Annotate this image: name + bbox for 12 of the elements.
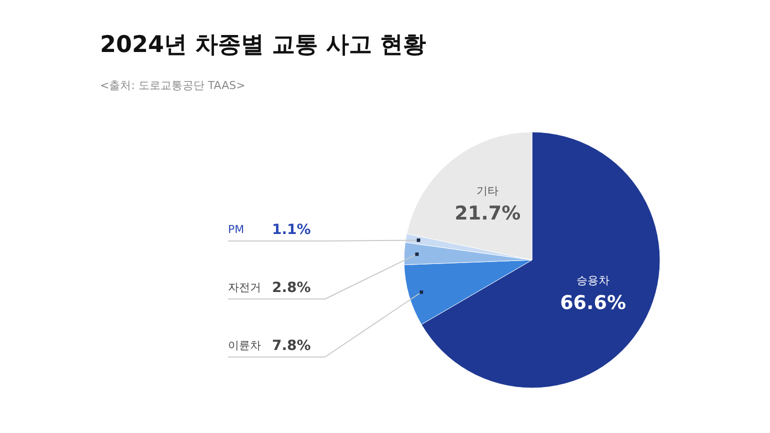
chart-subtitle: <출처: 도로교통공단 TAAS> (100, 79, 246, 92)
slice-label: 기타 (476, 184, 499, 198)
slice-label: 이륜차 (228, 339, 261, 352)
data-label: 66.6% (560, 292, 626, 314)
slice-label: 승용차 (576, 274, 610, 288)
data-label: 1.1% (272, 222, 311, 238)
slice-label: 자전거 (228, 281, 261, 294)
data-label: 7.8% (272, 338, 311, 354)
data-label: 21.7% (454, 202, 521, 224)
data-label: 2.8% (272, 280, 311, 296)
chart-title: 2024년 차종별 교통 사고 현황 (100, 32, 426, 58)
slice-label: PM (228, 223, 244, 236)
